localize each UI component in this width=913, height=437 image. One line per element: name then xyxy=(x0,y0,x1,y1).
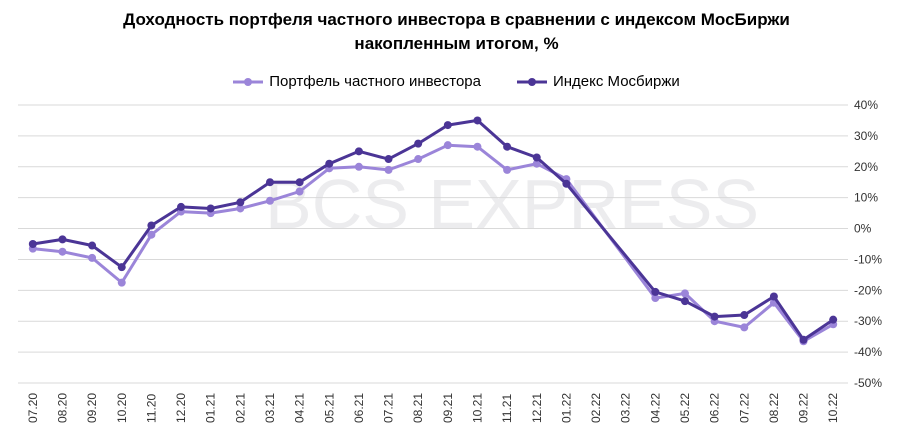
series-lines xyxy=(28,116,838,346)
data-point-index xyxy=(829,315,838,324)
x-tick-label: 08.22 xyxy=(767,393,781,423)
x-tick-label: 03.21 xyxy=(263,393,277,423)
x-tick-label: 02.22 xyxy=(589,393,603,423)
data-point-index xyxy=(443,121,452,130)
x-tick-label: 12.20 xyxy=(174,393,188,423)
data-point-portfolio xyxy=(265,196,274,205)
data-point-portfolio xyxy=(58,247,67,256)
data-point-portfolio xyxy=(88,253,97,262)
data-point-index xyxy=(265,178,274,187)
x-tick-label: 07.20 xyxy=(26,393,40,423)
data-point-index xyxy=(177,202,186,211)
x-tick-label: 09.22 xyxy=(797,393,811,423)
data-point-index xyxy=(740,311,749,320)
data-point-portfolio xyxy=(473,142,482,151)
data-point-index xyxy=(414,139,423,148)
data-point-portfolio xyxy=(443,141,452,150)
data-point-index xyxy=(117,263,126,272)
data-point-portfolio xyxy=(117,278,126,287)
legend-label-index: Индекс Мосбиржи xyxy=(552,73,680,90)
data-point-portfolio xyxy=(384,165,393,174)
data-point-index xyxy=(88,241,97,250)
data-point-index xyxy=(384,155,393,164)
data-point-index xyxy=(503,142,512,151)
chart-title-line-2: накопленным итогом, % xyxy=(354,34,559,53)
legend-label-portfolio: Портфель частного инвестора xyxy=(269,73,481,90)
data-point-index xyxy=(651,287,660,296)
x-tick-label: 10.20 xyxy=(115,393,129,423)
x-tick-label: 04.21 xyxy=(293,393,307,423)
legend-swatch-index xyxy=(516,77,547,86)
data-point-portfolio xyxy=(740,323,749,332)
x-tick-label: 05.21 xyxy=(322,393,336,423)
data-point-index xyxy=(680,297,689,306)
data-point-index xyxy=(710,312,719,321)
x-tick-label: 12.21 xyxy=(530,393,544,423)
data-point-index xyxy=(799,335,808,344)
chart-legend: Портфель частного инвестора Индекс Мосби… xyxy=(0,73,913,90)
x-tick-label: 10.22 xyxy=(826,393,840,423)
data-point-index xyxy=(295,178,304,187)
data-point-index xyxy=(58,235,67,244)
x-tick-label: 06.22 xyxy=(708,393,722,423)
series-index xyxy=(28,116,838,344)
data-point-portfolio xyxy=(295,187,304,196)
data-point-portfolio xyxy=(503,165,512,174)
data-point-portfolio xyxy=(532,159,541,168)
x-tick-label: 07.22 xyxy=(737,393,751,423)
x-axis-ticks: 07.20 08.20 09.20 10.20 11.20 12.20 01.21 02.21… xyxy=(26,393,840,423)
y-axis-ticks: 40% 30% 20% 10% 0% -10% -20% -30% -40% -50% xyxy=(854,98,882,390)
x-tick-label: 09.20 xyxy=(85,393,99,423)
y-tick-label: -20% xyxy=(854,283,882,297)
watermark-text: BCS EXPRESS xyxy=(265,165,759,243)
legend-item-index: Индекс Мосбиржи xyxy=(516,73,680,90)
legend-item-portfolio: Портфель частного инвестора xyxy=(233,73,481,90)
data-point-portfolio xyxy=(680,289,689,298)
x-tick-label: 09.21 xyxy=(441,393,455,423)
x-tick-label: 04.22 xyxy=(648,393,662,423)
x-tick-label: 02.21 xyxy=(233,393,247,423)
x-tick-label: 08.21 xyxy=(411,393,425,423)
y-tick-label: 20% xyxy=(854,160,878,174)
x-tick-label: 10.21 xyxy=(470,393,484,423)
x-tick-label: 06.21 xyxy=(352,393,366,423)
y-tick-label: 0% xyxy=(854,222,872,236)
x-tick-label: 07.21 xyxy=(382,393,396,423)
data-point-index xyxy=(325,159,334,168)
data-point-index xyxy=(473,116,482,125)
y-tick-label: -30% xyxy=(854,314,882,328)
data-point-index xyxy=(769,292,778,301)
chart-title: Доходность портфеля частного инвестора в… xyxy=(0,8,913,56)
y-tick-label: -10% xyxy=(854,252,882,266)
data-point-portfolio xyxy=(651,294,660,303)
gridlines xyxy=(18,104,848,384)
data-point-portfolio xyxy=(236,204,245,213)
data-point-index xyxy=(28,240,37,248)
x-tick-label: 05.22 xyxy=(678,393,692,423)
y-tick-label: -40% xyxy=(854,345,882,359)
y-tick-label: 10% xyxy=(854,191,878,205)
data-point-portfolio xyxy=(354,162,363,171)
x-tick-label: 01.22 xyxy=(559,393,573,423)
y-tick-label: 40% xyxy=(854,98,878,112)
x-tick-label: 08.20 xyxy=(55,393,69,423)
x-tick-label: 11.20 xyxy=(144,394,158,423)
y-tick-label: 30% xyxy=(854,129,878,143)
data-point-index xyxy=(236,198,245,207)
series-line-index xyxy=(32,118,835,342)
data-point-index xyxy=(354,147,363,156)
x-tick-label: 01.21 xyxy=(204,393,218,423)
data-point-portfolio xyxy=(147,230,156,239)
y-tick-label: -50% xyxy=(854,376,882,390)
data-point-portfolio xyxy=(414,155,423,164)
x-tick-label: 03.22 xyxy=(619,393,633,423)
data-point-index xyxy=(206,204,215,213)
data-point-index xyxy=(147,221,156,230)
data-point-index xyxy=(532,153,541,162)
legend-swatch-portfolio xyxy=(233,77,264,86)
data-point-index xyxy=(562,179,571,188)
x-tick-label: 11.21 xyxy=(500,394,514,423)
chart-title-line-1: Доходность портфеля частного инвестора в… xyxy=(123,10,790,29)
